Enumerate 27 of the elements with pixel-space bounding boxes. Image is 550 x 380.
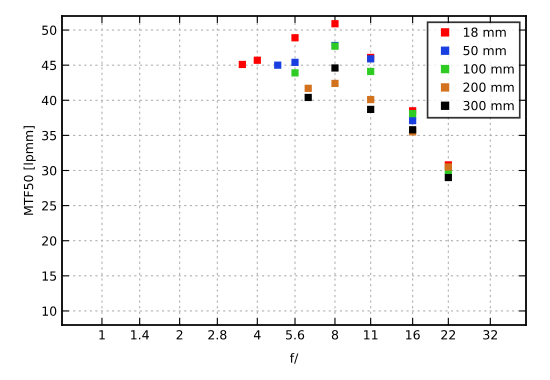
y-tick-label: 30 [42,166,56,176]
legend-label: 100 mm [464,64,514,74]
y-tick-label: 15 [42,271,56,281]
y-tick-label: 40 [42,96,56,106]
x-tick-label: 22 [441,330,456,340]
x-tick-label: 32 [483,330,498,340]
legend-label: 50 mm [464,46,506,56]
x-tick-label: 1.4 [131,330,149,340]
x-tick-label: 5.6 [286,330,304,340]
x-tick-label: 11 [364,330,378,340]
legend-label: 18 mm [464,27,506,37]
y-axis-title: MTF50 [lpmm] [24,126,36,215]
legend-label: 200 mm [463,82,514,92]
x-tick-label: 8 [332,330,338,340]
x-tick-label: 2 [176,330,182,340]
x-tick-label: 2.8 [208,330,226,340]
x-tick-label: 4 [254,330,261,340]
legend-label: 300 mm [464,100,514,110]
x-tick-label: 16 [406,330,420,340]
y-tick-label: 45 [42,60,56,70]
y-tick-label: 10 [42,306,56,316]
y-tick-label: 25 [42,201,56,211]
y-tick-label: 20 [42,236,56,246]
y-tick-label: 50 [42,26,56,35]
x-tick-label: 1 [99,330,105,340]
y-tick-label: 35 [42,130,56,140]
x-axis-title: f/ [290,353,298,364]
